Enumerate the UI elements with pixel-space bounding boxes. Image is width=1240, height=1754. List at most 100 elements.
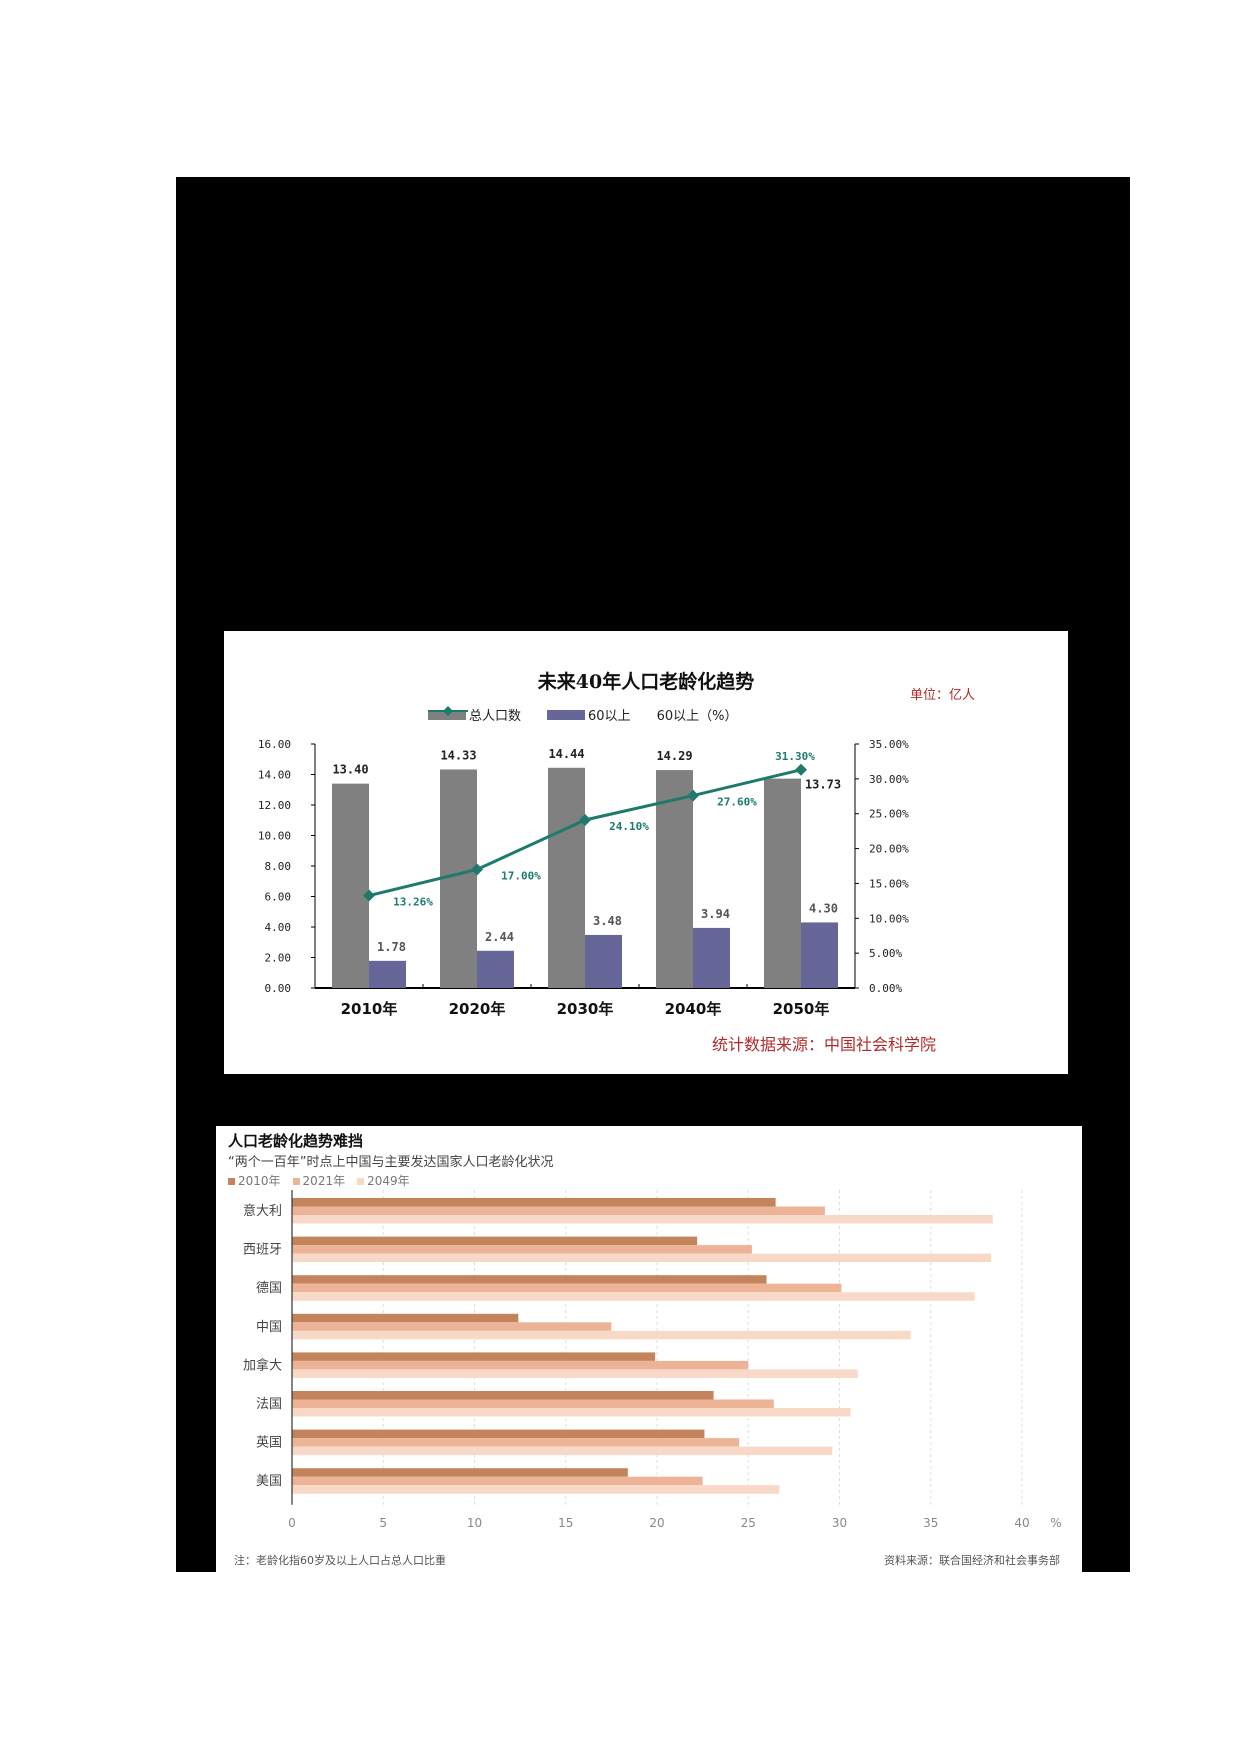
aging-trend-chart: 0.00 2.00 4.00 6.00 8.00 10.00 12.00 14.00 16.00…: [224, 631, 1068, 1074]
bar-2049年: [292, 1446, 833, 1456]
bar-value-label: 3.48: [593, 914, 622, 928]
bar-2010年: [292, 1313, 519, 1323]
chart1-source: 统计数据来源：中国社会科学院: [712, 1035, 937, 1054]
x-tick-label: 25: [741, 1516, 756, 1530]
y-tick-label: 16.00: [258, 738, 291, 751]
x-tick-label: 30: [832, 1516, 847, 1530]
y-category-label: 德国: [256, 1281, 282, 1296]
bar-value-label: 13.73: [805, 778, 841, 792]
y-tick-label: 14.00: [258, 769, 291, 782]
bar-total-population: [764, 778, 801, 988]
bar-2010年: [292, 1275, 767, 1284]
legend-label: 60以上: [588, 709, 631, 724]
legend-over-60-pct: 60以上（%）: [428, 705, 738, 724]
bar-value-label: 2.44: [485, 930, 514, 944]
bar-2049年: [292, 1215, 993, 1224]
y-category-label: 加拿大: [243, 1357, 282, 1373]
legend-2049: 2049年: [357, 1172, 410, 1189]
bar-value-label: 13.40: [332, 763, 368, 777]
y-category-label: 英国: [256, 1436, 282, 1451]
line-value-label: 27.60%: [717, 796, 757, 809]
legend-2021: 2021年: [292, 1172, 346, 1189]
bar-2049年: [292, 1485, 780, 1494]
x-tick-label: 15: [558, 1516, 573, 1530]
y2-tick-label: 25.00%: [869, 808, 909, 821]
bar-2010年: [292, 1236, 698, 1246]
legend-2010: 2010年: [228, 1172, 281, 1189]
y2-tick-label: 5.00%: [869, 947, 902, 960]
legend-swatch: [292, 1178, 300, 1185]
bar-2049年: [292, 1253, 991, 1263]
chart2-legend: 2010年 2021年 2049年: [228, 1172, 410, 1189]
bar-total-population: [548, 767, 585, 988]
y-tick-label: 6.00: [265, 891, 292, 904]
y-tick-label: 10.00: [258, 830, 291, 843]
y2-tick-label: 0.00%: [869, 982, 902, 995]
x-tick-label: 5: [379, 1516, 387, 1530]
bar-2021年: [292, 1322, 612, 1331]
bar-2010年: [292, 1429, 705, 1439]
bar-over-60: [585, 934, 622, 988]
line-marker-diamond: [579, 813, 591, 826]
legend-label: 总人口数: [469, 709, 522, 724]
bar-2021年: [292, 1476, 703, 1486]
legend-label: 2021年: [302, 1174, 346, 1188]
y-category-label: 意大利: [243, 1203, 282, 1219]
legend-over-60: 60以上: [547, 705, 631, 724]
legend-swatch-purple: [547, 709, 586, 720]
line-value-label: 13.26%: [393, 896, 433, 909]
bar-over-60: [477, 950, 514, 988]
x-tick-label: 10: [467, 1516, 482, 1530]
bar-value-label: 14.44: [548, 747, 584, 761]
x-tick-label: 40: [1014, 1516, 1029, 1530]
line-marker-diamond: [795, 763, 807, 776]
line-marker-diamond: [471, 863, 483, 876]
bar-value-label: 14.33: [440, 748, 476, 762]
y-tick-label: 4.00: [265, 921, 292, 934]
x-category-label: 2050年: [773, 1000, 830, 1018]
bar-over-60: [801, 922, 838, 988]
line-value-label: 24.10%: [609, 820, 649, 833]
bar-total-population: [656, 770, 693, 988]
bar-2010年: [292, 1391, 714, 1400]
bar-value-label: 4.30: [809, 901, 838, 915]
x-tick-label: 35: [923, 1516, 938, 1530]
bar-2049年: [292, 1408, 851, 1417]
chart1-unit-label: 单位：亿人: [910, 688, 976, 703]
bar-2049年: [292, 1292, 975, 1301]
legend-label: 2049年: [367, 1174, 410, 1188]
y-tick-label: 0.00: [265, 982, 292, 995]
line-value-label: 31.30%: [775, 750, 815, 763]
bar-value-label: 3.94: [701, 907, 730, 921]
y2-tick-label: 10.00%: [869, 912, 909, 925]
bar-2010年: [292, 1468, 628, 1477]
y-category-label: 西班牙: [243, 1243, 282, 1258]
legend-label: 2010年: [238, 1174, 281, 1188]
x-category-label: 2020年: [449, 1000, 506, 1018]
bar-over-60: [693, 927, 730, 988]
bar-total-population: [332, 783, 369, 988]
aging-comparison-chart: 0 5 10 15 20 25 30 35 40% 意大利 西班牙 德国 中国 加拿大 法国 英国 美国 人口老…: [216, 1126, 1082, 1572]
x-category-label: 2010年: [341, 1000, 398, 1018]
y2-tick-label: 30.00%: [869, 773, 909, 786]
bar-2021年: [292, 1283, 842, 1293]
chart2-source: 资料来源：联合国经济和社会事务部: [884, 1554, 1060, 1567]
x-tick-label: 20: [649, 1516, 664, 1530]
chart1-plot: 0.00 2.00 4.00 6.00 8.00 10.00 12.00 14.00 16.00…: [258, 738, 909, 1018]
legend-line-diamond-icon: [428, 706, 468, 716]
chart2-title: 人口老龄化趋势难挡: [228, 1132, 364, 1150]
y2-tick-label: 20.00%: [869, 843, 909, 856]
x-tick-label: 0: [288, 1516, 296, 1530]
y2-tick-label: 15.00%: [869, 877, 909, 890]
legend-label: 60以上（%）: [656, 709, 738, 724]
bar-value-label: 14.29: [656, 749, 692, 763]
chart1-title: 未来40年人口老龄化趋势: [537, 671, 755, 693]
x-category-label: 2030年: [557, 1000, 614, 1018]
chart1-legend: 总人口数 60以上 60以上（%）: [428, 705, 737, 724]
line-marker-diamond: [687, 789, 699, 802]
bar-2021年: [292, 1399, 774, 1408]
y-category-label: 中国: [256, 1320, 282, 1335]
bar-2010年: [292, 1352, 656, 1361]
bar-total-population: [440, 769, 477, 988]
